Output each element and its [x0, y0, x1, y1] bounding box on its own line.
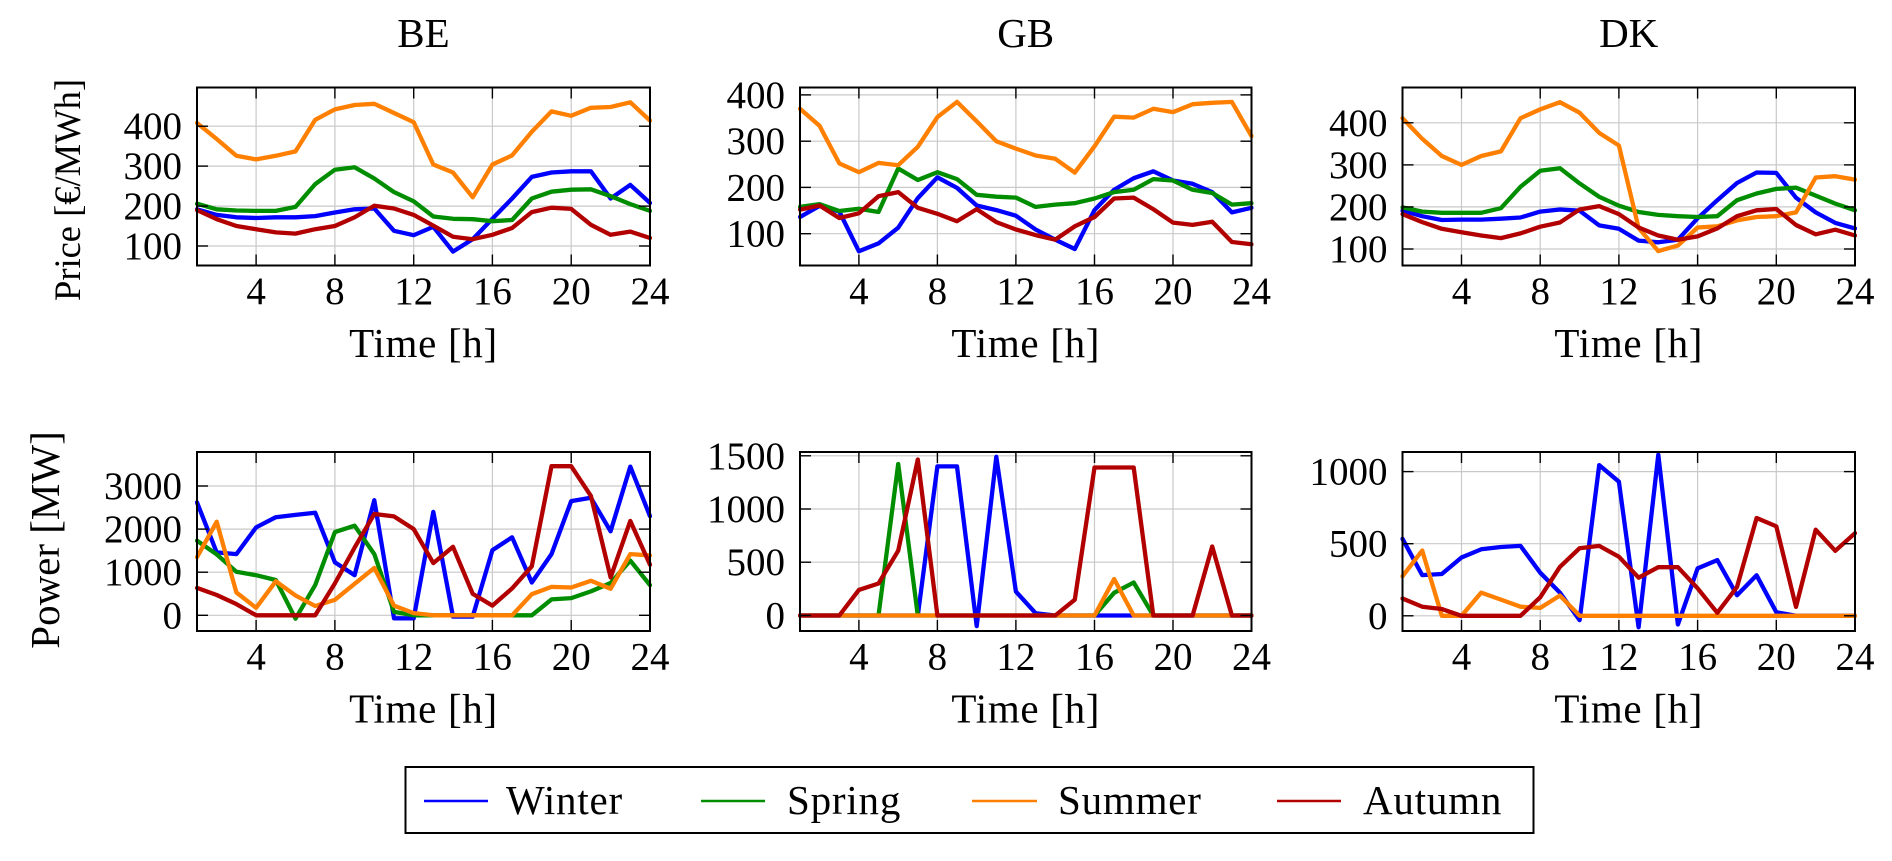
svg-text:4: 4 [1452, 270, 1472, 313]
svg-text:24: 24 [1232, 270, 1271, 313]
svg-text:100: 100 [727, 213, 786, 256]
svg-text:1000: 1000 [104, 551, 182, 594]
svg-text:0: 0 [1368, 595, 1388, 638]
svg-text:16: 16 [473, 270, 512, 313]
svg-text:24: 24 [631, 270, 670, 313]
svg-text:12: 12 [394, 270, 433, 313]
svg-text:20: 20 [552, 636, 591, 679]
svg-text:Spring: Spring [787, 777, 901, 823]
svg-text:Time [h]: Time [h] [349, 686, 498, 732]
svg-text:8: 8 [1530, 270, 1550, 313]
svg-text:16: 16 [1678, 636, 1717, 679]
svg-text:Autumn: Autumn [1363, 777, 1502, 823]
svg-text:Power [MW]: Power [MW] [22, 431, 68, 648]
svg-text:1000: 1000 [707, 488, 785, 531]
svg-text:1000: 1000 [1310, 451, 1388, 494]
svg-text:300: 300 [1329, 144, 1388, 187]
svg-text:300: 300 [727, 120, 786, 163]
svg-text:100: 100 [1329, 228, 1388, 271]
svg-text:100: 100 [124, 225, 183, 268]
svg-text:400: 400 [727, 74, 786, 117]
svg-text:BE: BE [397, 10, 449, 56]
svg-text:4: 4 [849, 270, 869, 313]
svg-text:16: 16 [473, 636, 512, 679]
svg-text:24: 24 [1836, 270, 1875, 313]
svg-text:20: 20 [1757, 270, 1796, 313]
svg-text:Time [h]: Time [h] [1554, 320, 1703, 366]
svg-text:Time [h]: Time [h] [951, 686, 1100, 732]
svg-text:1500: 1500 [707, 435, 785, 478]
svg-text:12: 12 [996, 270, 1035, 313]
svg-text:12: 12 [1599, 636, 1638, 679]
svg-text:2000: 2000 [104, 508, 182, 551]
svg-text:4: 4 [246, 636, 266, 679]
svg-text:Winter: Winter [506, 777, 623, 823]
svg-text:Time [h]: Time [h] [951, 320, 1100, 366]
svg-text:0: 0 [163, 594, 183, 637]
svg-text:20: 20 [1154, 270, 1193, 313]
svg-text:20: 20 [552, 270, 591, 313]
svg-text:4: 4 [1452, 636, 1472, 679]
svg-text:8: 8 [325, 636, 345, 679]
svg-text:300: 300 [124, 145, 183, 188]
svg-text:8: 8 [928, 636, 948, 679]
svg-text:12: 12 [996, 636, 1035, 679]
svg-text:16: 16 [1075, 636, 1114, 679]
svg-text:400: 400 [1329, 102, 1388, 145]
svg-text:GB: GB [997, 10, 1054, 56]
svg-text:DK: DK [1599, 10, 1659, 56]
svg-text:400: 400 [124, 105, 183, 148]
svg-text:20: 20 [1757, 636, 1796, 679]
svg-text:8: 8 [1530, 636, 1550, 679]
svg-text:3000: 3000 [104, 465, 182, 508]
svg-text:20: 20 [1154, 636, 1193, 679]
svg-text:200: 200 [1329, 186, 1388, 229]
svg-text:500: 500 [1329, 523, 1388, 566]
svg-text:Time [h]: Time [h] [349, 320, 498, 366]
svg-text:Price [€/MWh]: Price [€/MWh] [47, 79, 88, 301]
svg-text:24: 24 [631, 636, 670, 679]
svg-text:16: 16 [1075, 270, 1114, 313]
svg-text:Time [h]: Time [h] [1554, 686, 1703, 732]
svg-text:24: 24 [1232, 636, 1271, 679]
svg-text:0: 0 [766, 595, 786, 638]
svg-text:4: 4 [849, 636, 869, 679]
svg-text:200: 200 [124, 185, 183, 228]
svg-text:16: 16 [1678, 270, 1717, 313]
svg-text:12: 12 [1599, 270, 1638, 313]
svg-text:200: 200 [727, 166, 786, 209]
svg-text:8: 8 [928, 270, 948, 313]
svg-text:4: 4 [246, 270, 266, 313]
svg-text:500: 500 [727, 541, 786, 584]
svg-text:8: 8 [325, 270, 345, 313]
svg-text:Summer: Summer [1058, 777, 1202, 823]
svg-text:24: 24 [1836, 636, 1875, 679]
svg-text:12: 12 [394, 636, 433, 679]
